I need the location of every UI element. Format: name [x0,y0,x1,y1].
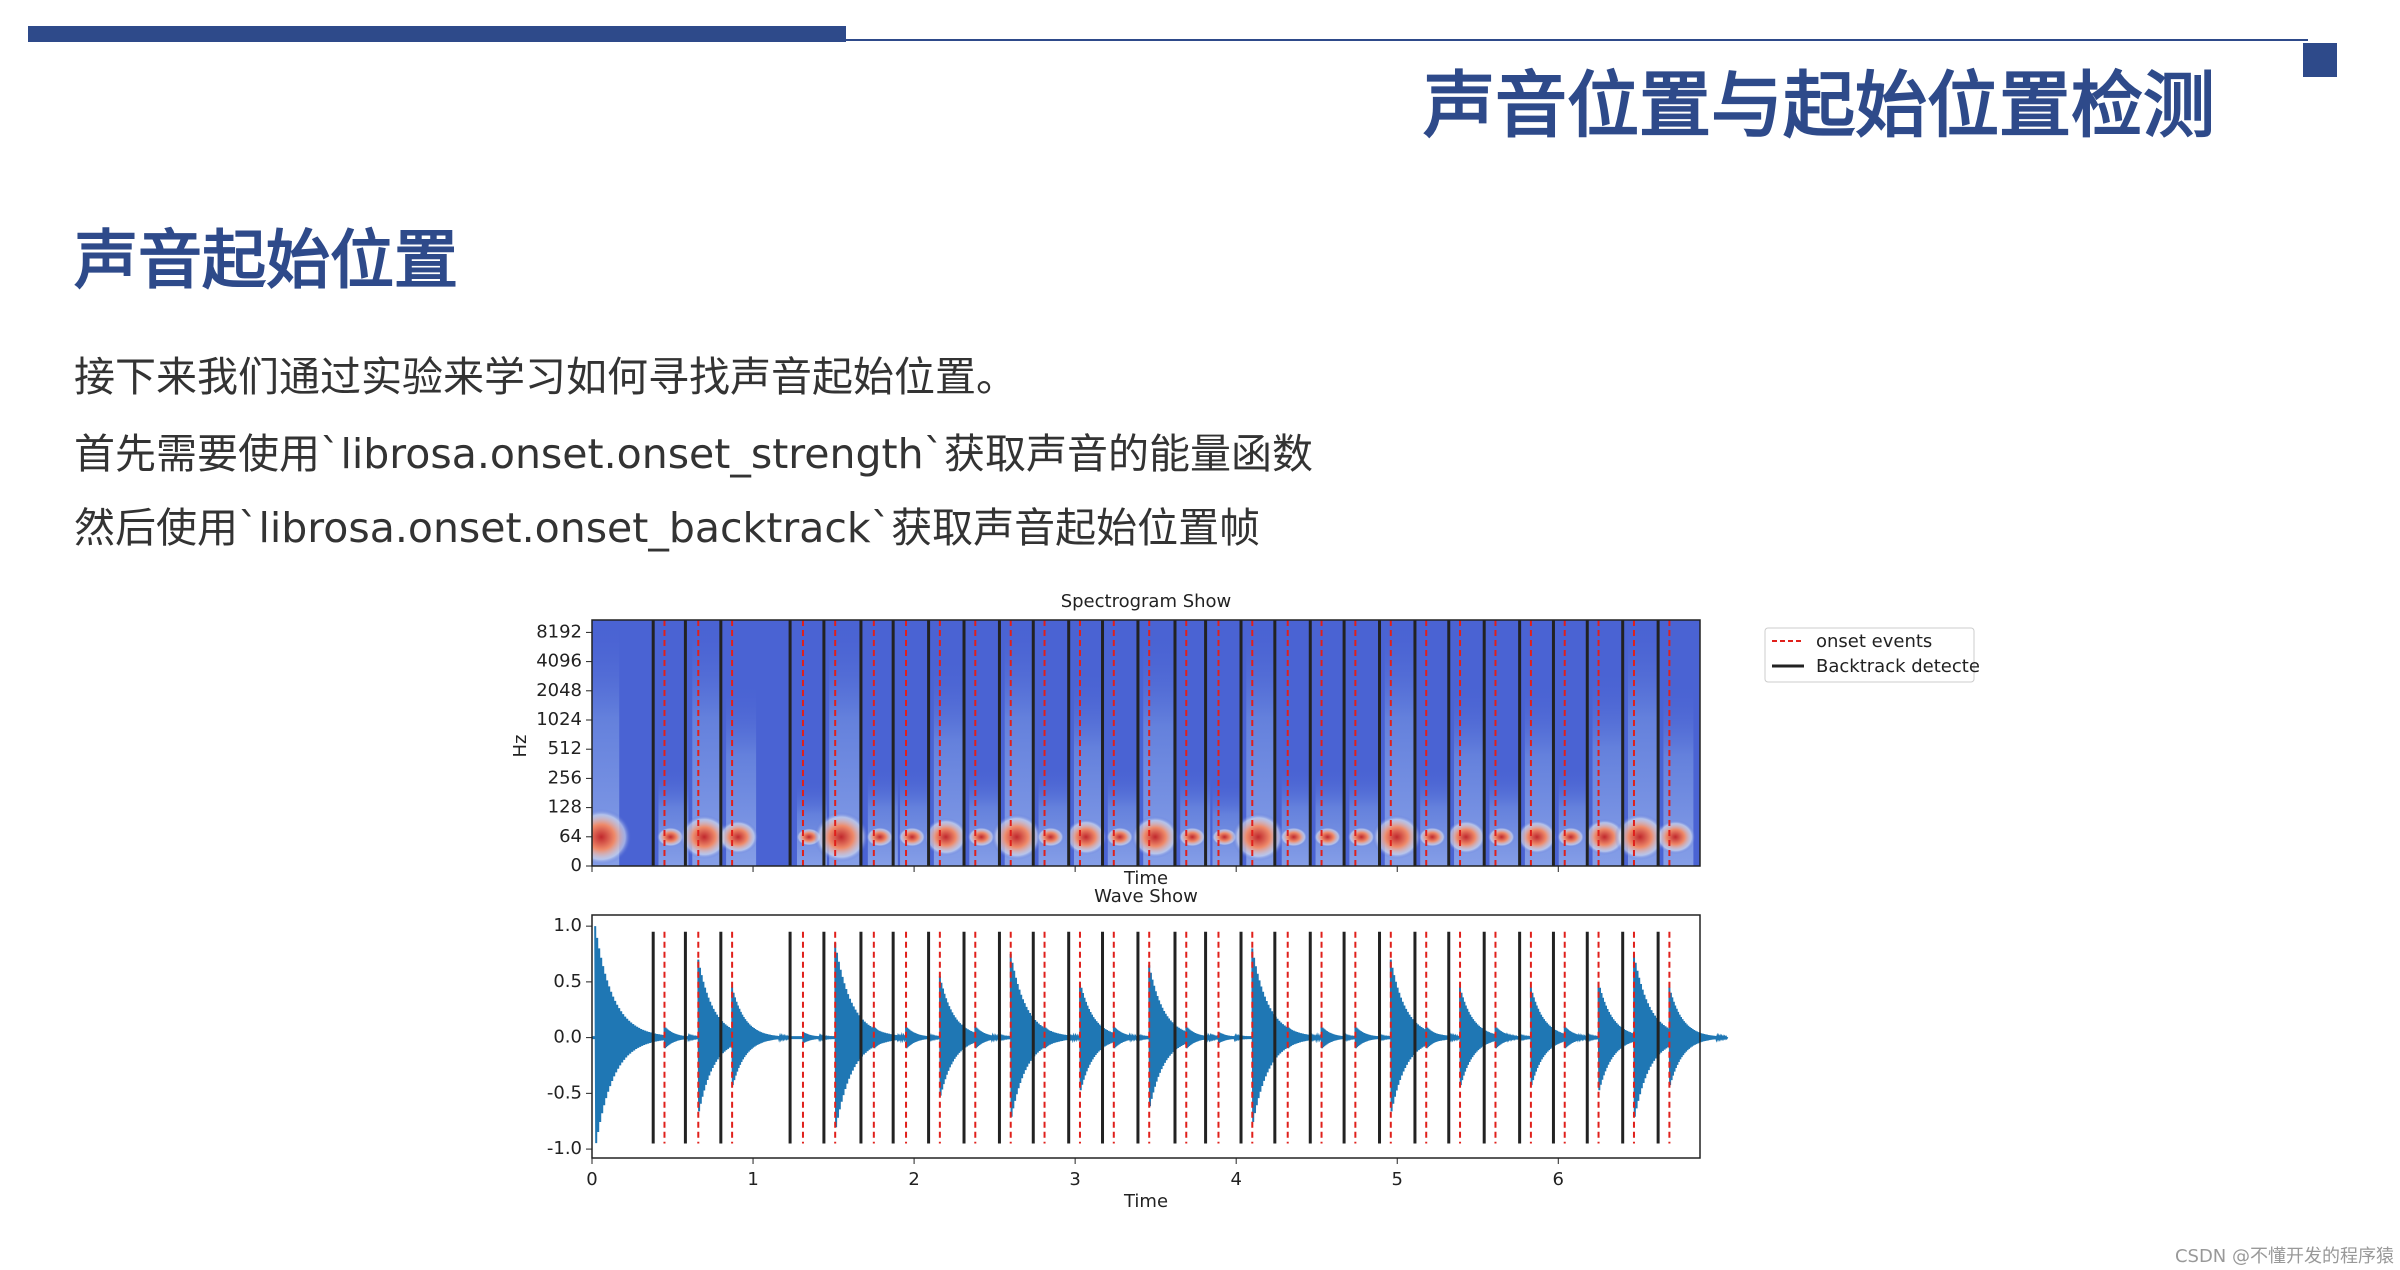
y-tick-label: 512 [548,738,582,759]
body-line: 然后使用`librosa.onset.onset_backtrack`获取声音起… [74,504,1260,552]
spectrogram-blob [1583,819,1626,855]
spectrogram-ylabel: Hz [510,735,531,758]
wave-burst [731,987,791,1086]
y-tick-label: 8192 [536,621,582,642]
wave-xlabel: Time [1123,1191,1168,1212]
spectrogram-blob [1279,827,1308,847]
y-tick-label: 0.0 [553,1027,582,1048]
spectrogram-streak [1349,767,1380,866]
legend-label: Backtrack detecte [1816,656,1980,677]
spectrogram-streak [1281,767,1312,866]
spectrogram-streak [1420,767,1451,866]
x-tick-label: 1 [747,1169,758,1190]
y-tick-label: 4096 [536,651,582,672]
spectrogram-streak [1315,767,1346,866]
spectrogram-blob [1231,813,1285,861]
x-tick-label: 2 [908,1169,919,1190]
spectrogram-blob [1418,827,1447,847]
section-heading: 声音起始位置 [74,225,458,299]
y-tick-label: 1.0 [553,915,582,936]
spectrogram-blob [1178,827,1207,847]
y-tick-label: 0.5 [553,971,582,992]
header-square [2303,43,2337,77]
spectrogram-blob [1614,814,1666,860]
spectrogram-xlabel: Time [1123,868,1168,889]
legend-label: onset events [1816,631,1932,652]
spectrogram-blob [923,818,968,856]
spectrogram-blob [1313,827,1342,847]
spectrogram-blob [1655,820,1696,854]
spectrogram-blob [967,827,996,847]
spectrogram-blob [592,809,632,865]
wave-plot [592,926,1729,1144]
spectrogram-blob [991,814,1043,860]
spectrogram-streak [1558,767,1589,866]
x-tick-label: 5 [1392,1169,1403,1190]
spectrogram-blob [1556,827,1585,847]
spectrogram-blob [1487,827,1516,847]
wave-burst [1668,987,1729,1086]
spectrogram-streak [1038,767,1069,866]
y-tick-label: 2048 [536,680,582,701]
wave-frame [591,914,1701,1159]
spectrogram-streak [900,767,931,866]
spectrogram-streak [1489,767,1520,866]
spectrogram-streak [1107,767,1138,866]
spectrogram-blob [1064,819,1107,855]
y-tick-label: 64 [559,826,582,847]
watermark: CSDN @不懂开发的程序猿 [2175,1246,2394,1267]
body-line: 接下来我们通过实验来学习如何寻找声音起始位置。 [74,353,1017,401]
spectrogram-streak [969,767,1000,866]
spectrogram-blob [1516,820,1558,854]
y-tick-label: 128 [548,797,582,818]
y-tick-label: -1.0 [547,1138,582,1159]
y-tick-label: 1024 [536,709,582,730]
legend [1764,627,1975,683]
spectrogram-blob [1372,815,1422,859]
spectrogram-blob [898,827,926,847]
x-tick-label: 4 [1230,1169,1241,1190]
spectrogram-blob [679,815,729,859]
spectrogram-blob [1036,827,1065,847]
spectrogram-blob [1131,816,1179,858]
onset-lines [651,620,1671,1144]
body-line: 首先需要使用`librosa.onset.onset_strength`获取声音… [74,430,1313,478]
x-tick-label: 6 [1553,1169,1564,1190]
spectrogram-blob [1445,820,1487,854]
spectrogram-blob [813,812,869,862]
x-tick-label: 0 [586,1169,597,1190]
header-bar [28,26,846,42]
wave-burst [594,926,677,1144]
x-tick-label: 3 [1069,1169,1080,1190]
slide-title: 声音位置与起始位置检测 [1423,64,2215,148]
spectrogram-blob [1347,827,1376,847]
y-tick-label: 256 [548,767,582,788]
spectrogram-title: Spectrogram Show [1061,591,1232,612]
y-tick-label: 0 [571,855,582,876]
y-tick-label: -0.5 [547,1082,582,1103]
spectrogram-frame [591,619,1701,867]
spectrogram-blob [718,820,759,854]
spectrogram-blob [866,827,894,847]
spectrogram-blob [1105,827,1134,847]
wave-title: Wave Show [1094,886,1198,907]
